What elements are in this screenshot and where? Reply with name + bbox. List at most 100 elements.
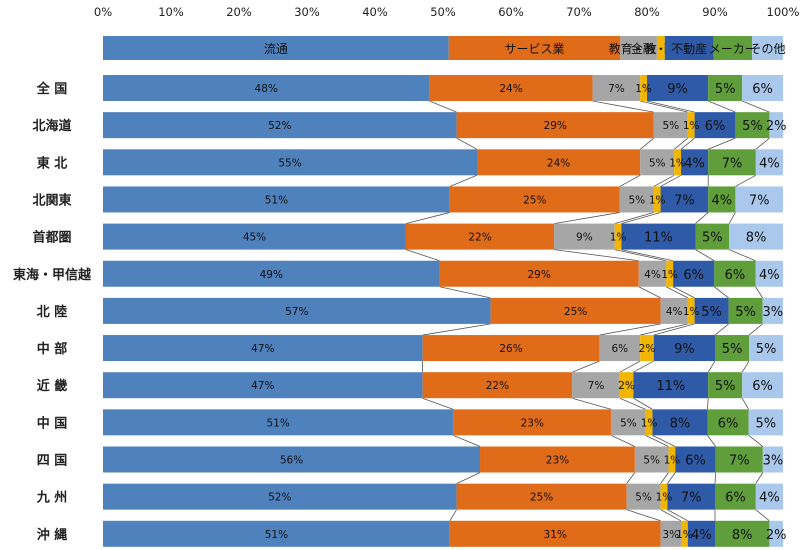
bar-segment: [735, 186, 783, 213]
bar-segment: [708, 75, 743, 101]
data-label: 29%: [544, 120, 567, 132]
series-line: [554, 212, 620, 224]
data-label: 7%: [729, 454, 750, 469]
series-line: [626, 509, 661, 522]
series-line: [633, 360, 654, 373]
series-line: [680, 137, 695, 150]
data-label: 4%: [759, 156, 780, 171]
bar-segment: [614, 223, 622, 250]
data-label: 5%: [620, 417, 637, 429]
series-line: [672, 286, 695, 299]
series-line: [554, 249, 639, 262]
bar-segment: [769, 520, 783, 547]
bar-segment: [103, 297, 491, 324]
series-line: [456, 472, 481, 485]
bar-segment: [681, 149, 709, 176]
series-line: [599, 323, 661, 336]
series-line: [422, 397, 454, 410]
bar-segment: [103, 149, 477, 176]
data-label: 8%: [746, 231, 767, 246]
series-line: [626, 472, 636, 484]
bar-segment: [653, 186, 661, 213]
bar-segment: [660, 483, 668, 510]
series-line: [667, 509, 688, 522]
data-label: 25%: [523, 194, 546, 206]
data-label: 5%: [756, 416, 777, 431]
bar-segment: [660, 520, 681, 547]
series-line: [653, 174, 675, 187]
bar-segment: [439, 260, 639, 287]
legend-label: 流通: [264, 42, 288, 56]
data-label: 6%: [752, 379, 773, 394]
bar-segment: [652, 409, 708, 436]
bar-segment: [103, 483, 457, 510]
data-label: 5%: [742, 119, 763, 134]
data-label: 55%: [278, 157, 301, 169]
data-label: 8%: [670, 416, 691, 431]
data-label: 5%: [715, 379, 736, 394]
data-label: 7%: [588, 380, 605, 392]
legend-swatch: [620, 36, 657, 60]
series-line: [660, 174, 682, 187]
data-label: 2%: [766, 119, 787, 134]
bar-segment: [449, 186, 620, 213]
series-line: [640, 323, 688, 336]
bar-segment: [715, 520, 770, 547]
x-tick-label: 70%: [566, 5, 592, 19]
x-tick-label: 80%: [634, 5, 660, 19]
series-line: [748, 323, 763, 336]
data-label: 4%: [759, 268, 780, 283]
data-label: 1%: [635, 83, 652, 95]
data-label: 5%: [715, 82, 736, 97]
series-line: [695, 212, 709, 224]
bar-segment: [748, 409, 783, 436]
bar-segment: [645, 409, 653, 436]
bar-segment: [599, 335, 641, 362]
bar-segment: [103, 335, 423, 362]
series-line: [621, 212, 661, 224]
data-label: 6%: [718, 416, 739, 431]
bar-segment: [695, 223, 730, 250]
series-line: [405, 212, 450, 224]
series-line: [755, 509, 770, 522]
bar-segment: [715, 335, 749, 362]
series-line: [456, 137, 478, 150]
data-label: 51%: [265, 194, 288, 206]
bar-segment: [675, 446, 716, 473]
bar-segment: [640, 75, 647, 101]
data-label: 1%: [683, 306, 700, 318]
bar-segment: [456, 483, 627, 510]
bar-segment: [647, 75, 709, 101]
bar-segment: [103, 409, 454, 436]
data-label: 4%: [759, 491, 780, 506]
series-line: [673, 137, 689, 150]
series-line: [707, 398, 709, 410]
bar-segment: [103, 186, 450, 213]
bar-segment: [103, 112, 457, 139]
bar-segment: [103, 223, 406, 250]
bar-segment: [103, 520, 450, 547]
data-label: 5%: [702, 231, 723, 246]
data-label: 22%: [468, 232, 491, 244]
bar-segment: [707, 409, 749, 436]
bar-segment: [687, 520, 715, 547]
bar-segment: [640, 149, 675, 176]
legend-label: サービス業: [505, 42, 565, 56]
series-line: [611, 434, 636, 447]
bar-segment: [666, 260, 674, 287]
series-line: [653, 323, 695, 336]
bar-segment: [422, 372, 573, 399]
legend-swatch: [448, 36, 621, 60]
bar-segment: [103, 372, 423, 399]
data-label: 5%: [662, 120, 679, 132]
bar-segment: [749, 335, 783, 362]
bar-segment: [769, 112, 783, 139]
bar-segment: [660, 297, 688, 324]
series-line: [405, 249, 440, 262]
data-label: 51%: [266, 417, 289, 429]
bar-segment: [762, 446, 783, 473]
bar-segment: [762, 297, 783, 324]
legend-label: 不動産: [671, 41, 707, 56]
data-label: 47%: [251, 380, 274, 392]
data-label: 7%: [608, 83, 625, 95]
